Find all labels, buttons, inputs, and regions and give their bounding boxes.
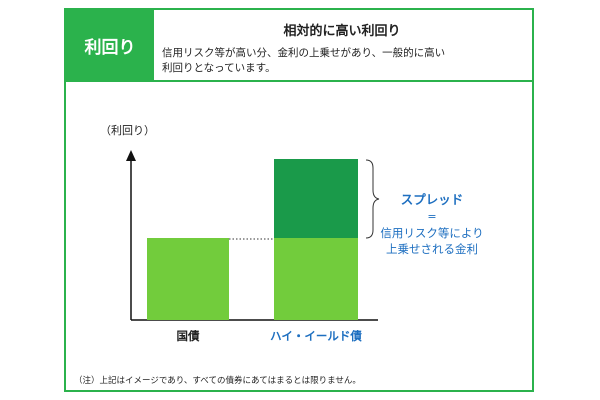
- description-line-1: 信用リスク等が高い分、金利の上乗せがあり、一般的に高い: [162, 47, 446, 59]
- spread-title: スプレッド: [401, 192, 464, 207]
- panel-description: 信用リスク等が高い分、金利の上乗せがあり、一般的に高い 利回りとなっています。: [162, 46, 522, 76]
- spread-equals: =: [427, 210, 436, 223]
- bar-government-bond: [147, 238, 229, 320]
- bar-label-high-yield: ハイ・イールド債: [270, 329, 362, 343]
- spread-brace-icon: [365, 159, 380, 239]
- description-line-2: 利回りとなっています。: [162, 62, 276, 74]
- bar-high-yield-spread: [274, 159, 358, 238]
- spread-description-line-2: 上乗せされる金利: [386, 242, 478, 256]
- category-label: 利回り: [66, 10, 154, 80]
- y-axis-label: （利回り）: [100, 124, 155, 137]
- info-panel: 利回り 相対的に高い利回り 信用リスク等が高い分、金利の上乗せがあり、一般的に高…: [64, 8, 534, 392]
- y-axis-arrow-icon: [126, 150, 136, 161]
- bar-high-yield-base: [274, 238, 358, 320]
- panel-title: 相対的に高い利回り: [283, 24, 401, 39]
- spread-description-line-1: 信用リスク等により: [380, 226, 483, 240]
- panel-header: 利回り 相対的に高い利回り 信用リスク等が高い分、金利の上乗せがあり、一般的に高…: [66, 10, 532, 82]
- bar-label-government-bond: 国債: [177, 329, 200, 343]
- footnote: （注）上記はイメージであり、すべての債券にあてはまるとは限りません。: [74, 376, 361, 386]
